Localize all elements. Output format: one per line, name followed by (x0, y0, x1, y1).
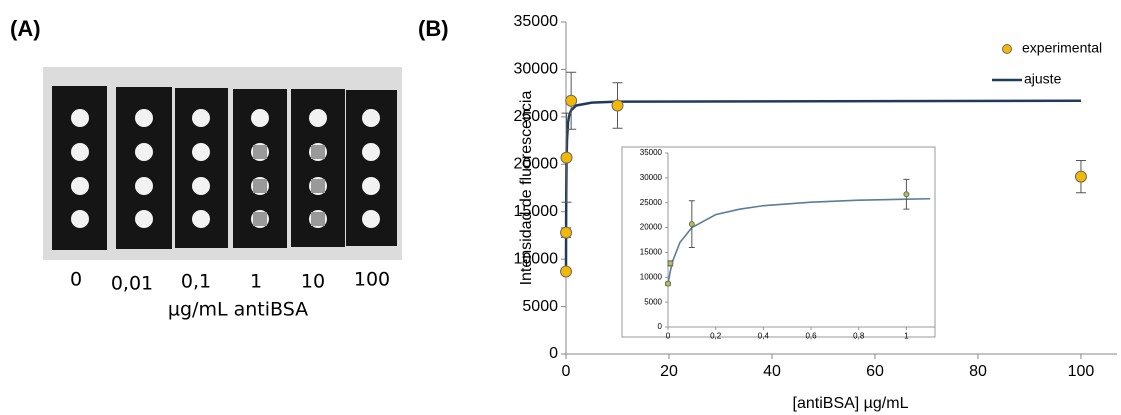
y-axis-label: Intensidad de fluorescencia (518, 91, 535, 286)
panel-label: (B) (418, 16, 449, 41)
data-point (903, 191, 910, 198)
legend-swatch (1002, 44, 1012, 54)
y-tick-label: 35000 (514, 13, 559, 30)
inset-frame (621, 146, 936, 338)
x-tick-label: 40 (763, 363, 781, 380)
y-tick-label: 20000 (640, 223, 663, 232)
x-tick-label: 0,8 (853, 332, 865, 341)
y-tick-label: 15000 (640, 248, 663, 257)
concentration-label: 10 (301, 271, 325, 293)
x-tick-label: 0,4 (758, 332, 770, 341)
x-tick-label: 100 (1068, 363, 1095, 380)
x-tick-label: 0 (666, 332, 671, 341)
x-tick-label: 0,2 (710, 332, 722, 341)
x-tick-label: 80 (969, 363, 987, 380)
y-tick-label: 25000 (640, 198, 663, 207)
legend-label: ajuste (1024, 71, 1062, 87)
y-tick-label: 30000 (640, 173, 663, 182)
y-tick-label: 0 (658, 322, 663, 331)
data-point (665, 280, 671, 287)
data-point (560, 151, 573, 164)
data-point (560, 226, 573, 239)
y-tick-label: 10000 (640, 272, 663, 281)
y-tick-label: 35000 (640, 148, 663, 157)
x-tick-label: 0 (562, 363, 571, 380)
data-point (1074, 170, 1087, 183)
data-point (688, 221, 695, 228)
panel-caption: µg/mL antiBSA (168, 299, 308, 321)
concentration-label: 0,1 (181, 271, 211, 293)
data-point (611, 99, 624, 112)
y-tick-label: 25000 (514, 108, 559, 125)
y-tick-label: 15000 (514, 203, 559, 220)
y-tick-label: 20000 (514, 156, 559, 173)
concentration-label: 0 (70, 269, 82, 291)
y-tick-label: 10000 (514, 250, 559, 267)
panel-label: (A) (10, 16, 41, 41)
x-tick-label: 0,6 (805, 332, 817, 341)
x-axis-label: [antiBSA] µg/mL (793, 395, 909, 412)
slides-photo (43, 67, 402, 260)
x-tick-label: 1 (904, 332, 909, 341)
concentration-label: 0,01 (111, 273, 153, 295)
y-tick-label: 5000 (522, 298, 558, 315)
concentration-label: 100 (354, 269, 390, 291)
y-tick-label: 5000 (644, 297, 662, 306)
data-point (560, 265, 572, 278)
data-point (565, 94, 578, 107)
y-tick-label: 0 (549, 345, 558, 362)
x-tick-label: 60 (866, 363, 884, 380)
concentration-label: 1 (250, 271, 262, 293)
y-tick-label: 30000 (514, 61, 559, 78)
legend-label: experimental (1022, 40, 1102, 56)
data-point (667, 260, 674, 267)
x-tick-label: 20 (660, 363, 678, 380)
